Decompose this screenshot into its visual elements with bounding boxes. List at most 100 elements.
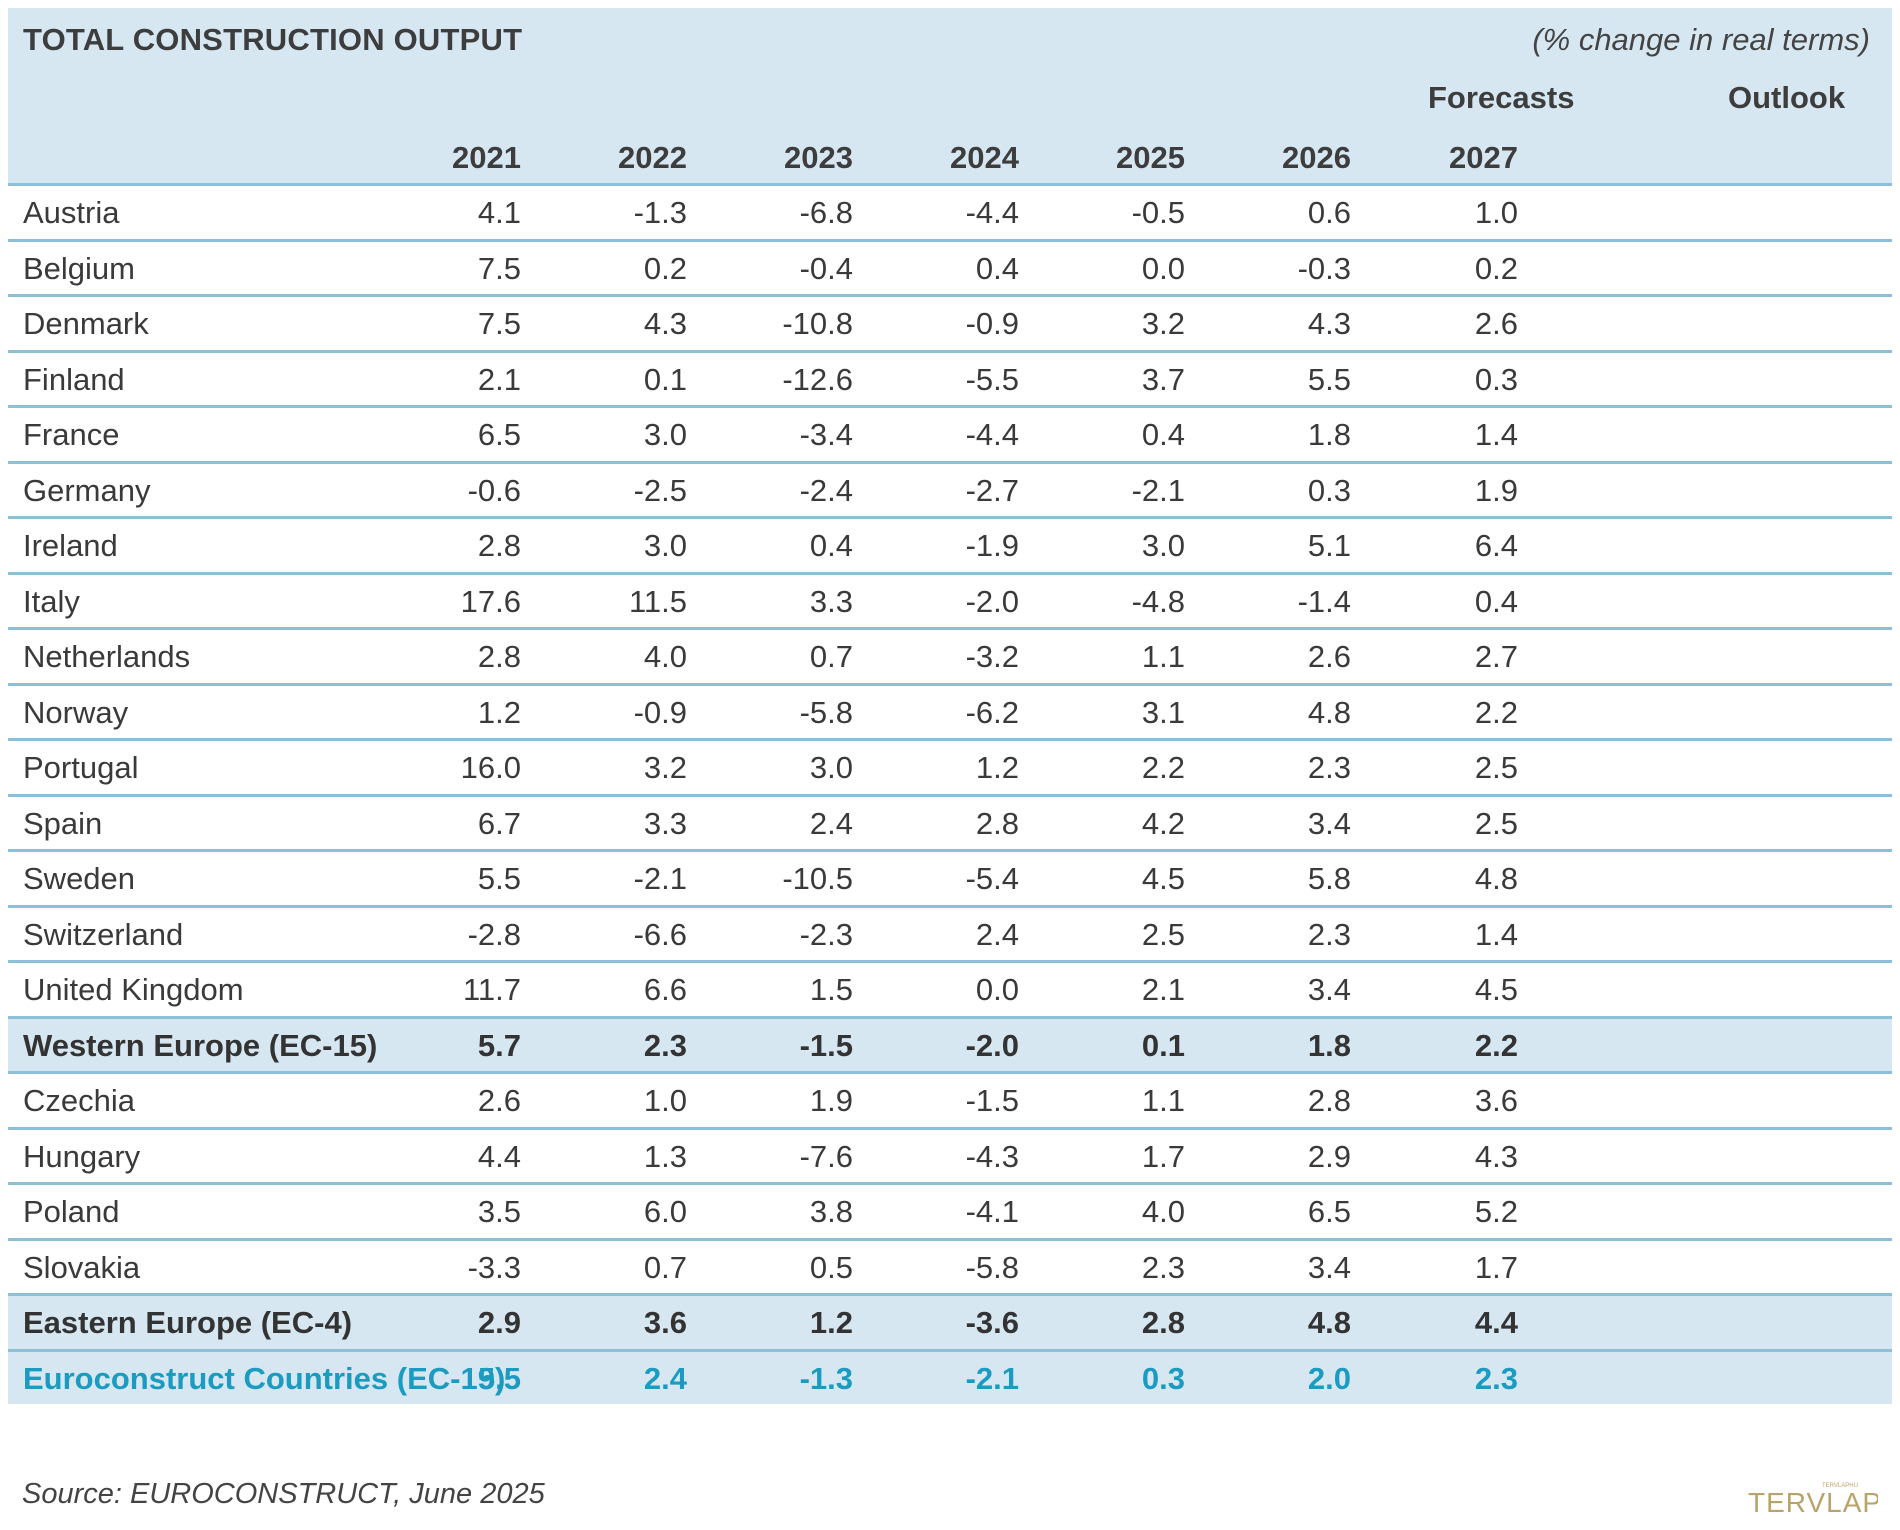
- value-cell-2023: -1.5: [799, 1027, 853, 1063]
- value-cell-2027: 5.2: [1474, 1194, 1518, 1229]
- value-cell-2027: 2.5: [1474, 805, 1518, 841]
- value-cell-2024: 0.4: [975, 250, 1019, 286]
- value-cell-2026: 6.5: [1307, 1194, 1351, 1229]
- value-cell-2024: -5.8: [965, 1249, 1019, 1285]
- value-cell-2026: 1.8: [1307, 417, 1351, 452]
- value-cell-2022: -2.1: [633, 861, 687, 896]
- value-cell-2024: -2.1: [965, 1360, 1019, 1396]
- value-cell-2022: 1.3: [643, 1138, 687, 1174]
- value-cell-2022: 4.3: [643, 306, 687, 341]
- value-cell-2025: 2.8: [1141, 1305, 1185, 1340]
- value-cell-2022: 0.1: [643, 361, 687, 397]
- value-cell-2027: 6.4: [1474, 528, 1518, 563]
- table-row: Spain 6.7 3.3 2.4 2.8 4.2 3.4 2.5: [8, 793, 1892, 849]
- country-label: Denmark: [23, 306, 149, 341]
- value-cell-2025: 1.7: [1141, 1138, 1185, 1174]
- country-label: Sweden: [23, 861, 136, 896]
- country-label: Czechia: [23, 1083, 135, 1118]
- country-label: Western Europe (EC-15): [23, 1027, 378, 1063]
- value-cell-2025: -2.1: [1131, 472, 1185, 508]
- value-cell-2023: -5.8: [799, 694, 853, 730]
- table-row: Ireland 2.8 3.0 0.4 -1.9 3.0 5.1 6.4: [8, 516, 1892, 572]
- value-cell-2023: -10.8: [782, 306, 853, 341]
- value-cell-2027: 3.6: [1474, 1083, 1518, 1118]
- value-cell-2027: 1.7: [1474, 1249, 1518, 1285]
- value-cell-2027: 0.2: [1474, 250, 1518, 286]
- table-row: Hungary 4.4 1.3 -7.6 -4.3 1.7 2.9 4.3: [8, 1126, 1892, 1182]
- value-cell-2025: 0.1: [1141, 1027, 1185, 1063]
- value-cell-2021: 1.2: [477, 694, 521, 730]
- value-cell-2026: 5.5: [1307, 361, 1351, 397]
- table-row: Portugal 16.0 3.2 3.0 1.2 2.2 2.3 2.5: [8, 738, 1892, 794]
- forecasts-group-label: Forecasts: [1428, 80, 1575, 115]
- table-row: Finland 2.1 0.1 -12.6 -5.5 3.7 5.5 0.3: [8, 349, 1892, 405]
- value-cell-2021: 5.5: [477, 861, 521, 896]
- value-cell-2021: 11.7: [462, 972, 521, 1007]
- value-cell-2022: 0.2: [643, 250, 687, 286]
- country-label: France: [23, 417, 120, 452]
- value-cell-2027: 4.8: [1474, 861, 1518, 896]
- value-cell-2023: 2.4: [809, 805, 853, 841]
- value-cell-2026: 2.8: [1307, 1083, 1351, 1118]
- value-cell-2022: 0.7: [643, 1249, 687, 1285]
- value-cell-2021: -0.6: [467, 472, 521, 508]
- value-cell-2021: -2.8: [467, 916, 521, 952]
- logo-text: TERVLAP: [1748, 1487, 1878, 1518]
- value-cell-2027: 1.4: [1474, 417, 1518, 452]
- value-cell-2023: 1.2: [809, 1305, 853, 1340]
- value-cell-2026: 5.8: [1307, 861, 1351, 896]
- value-cell-2025: -4.8: [1131, 583, 1185, 619]
- country-label: Eastern Europe (EC-4): [23, 1305, 353, 1340]
- value-cell-2024: -4.3: [965, 1138, 1019, 1174]
- table-header: TOTAL CONSTRUCTION OUTPUT (% change in r…: [8, 8, 1892, 183]
- value-cell-2022: 6.6: [643, 972, 687, 1007]
- country-label: Norway: [23, 694, 129, 730]
- country-label: Hungary: [23, 1138, 141, 1174]
- country-label: Italy: [23, 583, 80, 619]
- value-cell-2027: 2.3: [1474, 1360, 1518, 1396]
- value-cell-2025: 0.4: [1141, 417, 1185, 452]
- value-cell-2023: 0.4: [809, 528, 853, 563]
- country-label: Slovakia: [23, 1249, 141, 1285]
- value-cell-2024: -2.7: [965, 472, 1019, 508]
- value-cell-2027: 1.4: [1474, 916, 1518, 952]
- value-cell-2023: 0.7: [809, 639, 853, 674]
- value-cell-2021: 2.6: [477, 1083, 521, 1118]
- value-cell-2021: 2.1: [477, 361, 521, 397]
- country-label: Germany: [23, 472, 151, 508]
- value-cell-2022: 2.4: [643, 1360, 687, 1396]
- value-cell-2021: 7.5: [477, 306, 521, 341]
- value-cell-2021: 17.6: [460, 583, 521, 619]
- value-cell-2024: 2.4: [975, 916, 1019, 952]
- value-cell-2025: 1.1: [1141, 639, 1185, 674]
- value-cell-2027: 1.9: [1474, 472, 1518, 508]
- value-cell-2025: 1.1: [1141, 1083, 1185, 1118]
- table-row: France 6.5 3.0 -3.4 -4.4 0.4 1.8 1.4: [8, 405, 1892, 461]
- value-cell-2026: 4.3: [1307, 306, 1351, 341]
- value-cell-2025: 3.0: [1141, 528, 1185, 563]
- country-label: Spain: [23, 805, 103, 841]
- value-cell-2026: 2.3: [1307, 750, 1351, 785]
- value-cell-2027: 4.5: [1474, 972, 1518, 1007]
- value-cell-2023: 1.5: [809, 972, 853, 1007]
- table-row: Denmark 7.5 4.3 -10.8 -0.9 3.2 4.3 2.6: [8, 294, 1892, 350]
- subtotal-row: Eastern Europe (EC-4) 2.9 3.6 1.2 -3.6 2.8 4.8…: [8, 1293, 1892, 1349]
- total-row: Euroconstruct Countries (EC-19) 5.5 2.4 -1.…: [8, 1348, 1892, 1404]
- value-cell-2023: -7.6: [799, 1138, 853, 1174]
- value-cell-2022: 2.3: [643, 1027, 687, 1063]
- value-cell-2023: -0.4: [799, 250, 853, 286]
- year-header-2025: 2025: [1116, 140, 1185, 175]
- value-cell-2026: 3.4: [1307, 805, 1351, 841]
- value-cell-2023: -6.8: [799, 195, 853, 230]
- table-row: Czechia 2.6 1.0 1.9 -1.5 1.1 2.8 3.6: [8, 1071, 1892, 1127]
- value-cell-2021: 2.8: [477, 528, 521, 563]
- value-cell-2026: 4.8: [1307, 694, 1351, 730]
- value-cell-2024: -4.1: [965, 1194, 1019, 1229]
- value-cell-2027: 0.4: [1474, 583, 1518, 619]
- country-label: Switzerland: [23, 916, 184, 952]
- value-cell-2022: 3.0: [643, 417, 687, 452]
- value-cell-2026: 2.9: [1307, 1138, 1351, 1174]
- country-label: Belgium: [23, 250, 135, 286]
- value-cell-2022: 4.0: [643, 639, 687, 674]
- value-cell-2021: 6.7: [477, 805, 521, 841]
